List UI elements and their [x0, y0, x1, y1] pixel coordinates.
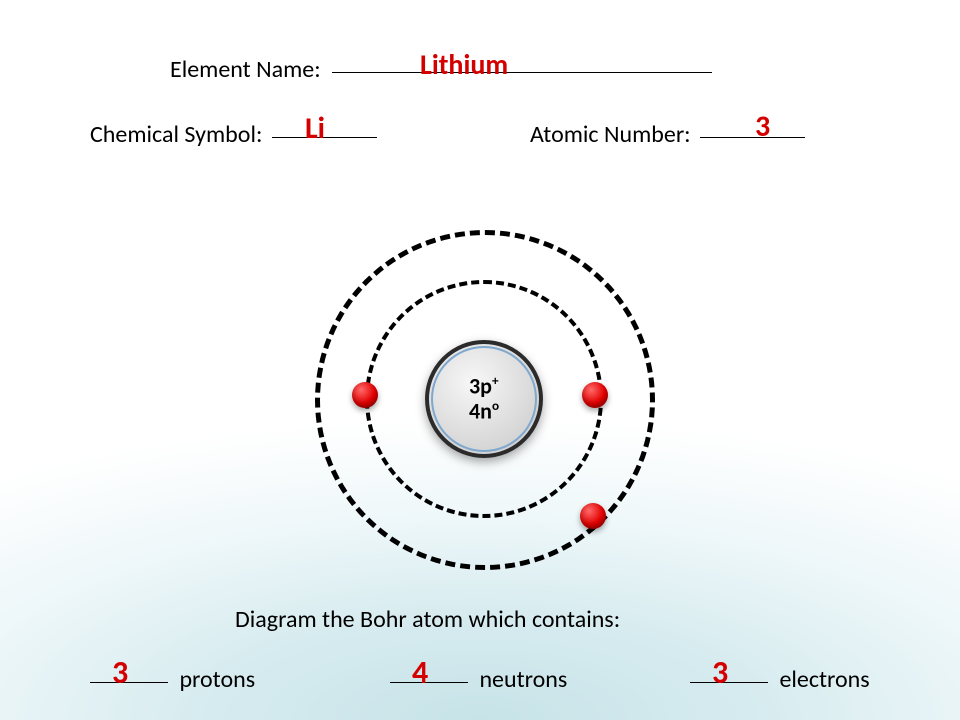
- element-name-blank: [332, 72, 712, 73]
- atomic-number-label-text: Atomic Number:: [530, 120, 691, 149]
- chemical-symbol-label-text: Chemical Symbol:: [90, 120, 262, 149]
- electrons-unit: electrons: [779, 665, 869, 694]
- protons-value: 3: [112, 653, 128, 692]
- electron-3: [580, 503, 606, 529]
- protons-blank: [90, 682, 168, 683]
- electron-1: [352, 382, 378, 408]
- electrons-value: 3: [712, 653, 728, 692]
- neutrons-value: 4: [412, 653, 428, 692]
- neutrons-blank: [390, 682, 468, 683]
- slide-canvas: Element Name: Lithium Chemical Symbol: L…: [0, 0, 960, 720]
- protons-unit: protons: [179, 665, 255, 694]
- electrons-blank: [690, 682, 768, 683]
- element-name-label-text: Element Name:: [170, 55, 321, 84]
- chemical-symbol-value: Li: [305, 110, 325, 147]
- chemical-symbol-label: Chemical Symbol:: [90, 120, 377, 149]
- atomic-number-blank: [700, 137, 805, 138]
- atomic-number-value: 3: [755, 108, 770, 145]
- element-name-value: Lithium: [420, 47, 508, 82]
- electron-2: [582, 382, 608, 408]
- nucleus: 3p+4no: [425, 340, 543, 458]
- bohr-caption: Diagram the Bohr atom which contains:: [235, 605, 620, 634]
- nucleus-inner-ring: [431, 346, 537, 452]
- neutrons-unit: neutrons: [479, 665, 567, 694]
